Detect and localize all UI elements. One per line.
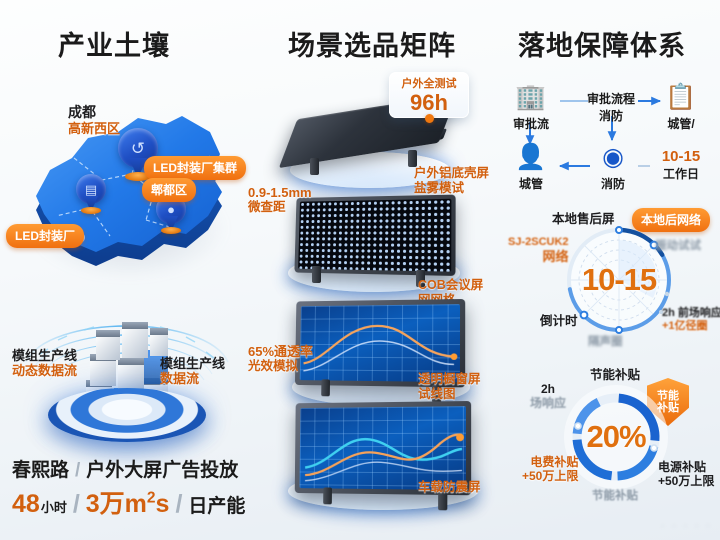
map-badge-led-cluster[interactable]: LED封装厂集群 — [144, 156, 247, 185]
stat-capacity: 日产能 — [188, 496, 246, 517]
watermark: · · · · · — [660, 518, 712, 532]
stat-hours-value: 48 — [12, 490, 40, 518]
gauge1-label-response: 2h 前场响应 +1亿径圈 — [662, 307, 720, 332]
pin-base — [161, 227, 181, 234]
screen-cob-fine-pitch-led[interactable] — [290, 194, 456, 287]
clipboard-check-icon: 📋 — [665, 82, 697, 111]
panel3-display — [299, 304, 461, 383]
screen-outdoor-aluminium-module[interactable] — [278, 93, 458, 175]
panel1-label: 户外铝底壳屏 盐雾模试 — [414, 166, 490, 195]
podium-label-right: 模组生产线 数据流 — [160, 356, 226, 387]
flow-node-urban-admin[interactable]: 📋 城管/ — [658, 80, 704, 132]
pin-base — [125, 172, 151, 181]
gauge2-value: 20% — [586, 419, 646, 454]
stat-separator-2: / — [72, 490, 80, 518]
panel4-leg — [438, 492, 448, 511]
gauge2-label-power-subsidy: 电源补贴 +50万上限 — [658, 460, 715, 489]
page-title-right: 落地保障体系 — [518, 31, 686, 61]
location-pin-icon: ↺ — [130, 138, 146, 158]
module-line-podium: 模组生产线 动态数据流 模组生产线 数据流 — [8, 300, 244, 462]
flow-arrows — [525, 96, 662, 171]
panel4-display — [299, 406, 466, 491]
gauge2-label-bottom: 节能补贴 — [592, 490, 638, 502]
stat-location: 春熙路 — [12, 460, 70, 481]
podium-disc — [48, 388, 206, 442]
gauge1-label-countdown: 倒计时 — [540, 314, 578, 328]
stat-hours-unit: 小时 — [40, 500, 67, 515]
card-anchor-dot — [425, 114, 434, 123]
gauge1-value: 10-15 — [581, 262, 657, 297]
gauge2-label-electric-subsidy: 电费补贴 +50万上限 — [522, 455, 579, 484]
page-title-left: 产业土壤 — [58, 31, 170, 61]
map-badge-led-factory[interactable]: LED封装厂 — [6, 224, 85, 248]
map-shape — [14, 96, 240, 296]
gauge1-title: 本地售后屏 — [552, 212, 615, 226]
gauge1-rings — [566, 226, 672, 334]
fire-safety-icon: ◉ — [602, 142, 624, 171]
stat-separator: / — [75, 460, 81, 481]
panel1-leg — [408, 150, 417, 167]
factory-pin-icon: ▤ — [84, 181, 98, 197]
panel3-spec-label: 65%通透率 光效模拟 — [248, 344, 314, 374]
outdoor-test-callout-card[interactable]: 户外全测试 96h — [389, 72, 469, 123]
page-title-middle: 场景选品矩阵 — [288, 31, 456, 61]
gauge1-label-left: SJ-2SCUK2 网络 — [508, 236, 569, 264]
left-stats-block: 春熙路 / 户外大屏广告投放 48 小时 / 3万m2s / 日产能 — [12, 455, 245, 520]
approval-flow-diagram: 🏢 审批流 📋 城管/ 👤 城管 ◉ 消防 审批流程 消防 10-15 工作日 — [508, 78, 714, 192]
gauge2-rings — [564, 385, 668, 489]
map-marker-led-factory[interactable]: ▤ — [76, 174, 106, 214]
chengdu-3d-map: 成都 高新西区 ↺ ▤ ● LED封装厂集群 LED封装厂 郫都区 — [6, 96, 247, 296]
panel2-led-grid — [298, 198, 452, 272]
panel2-leg — [312, 266, 321, 283]
panel1-leg — [310, 158, 319, 175]
panel2-spec-label: 0.9-1.5mm 微查距 — [248, 185, 312, 215]
flow-mid-label: 审批流程 消防 — [586, 92, 635, 123]
flow-node-fire-safety[interactable]: ◉ 消防 — [592, 140, 634, 192]
panel4-label: 车载防震屏 — [418, 480, 481, 494]
card-96h-value: 96h — [410, 90, 448, 115]
flow-node-approval[interactable]: 🏢 审批流 — [510, 80, 552, 132]
gauge-local-service-network[interactable]: 10-15 — [563, 224, 675, 336]
panel2-frame — [294, 194, 456, 276]
map-badge-pidu-district[interactable]: 郫都区 — [142, 178, 197, 202]
gauge2-title: 节能补贴 — [590, 368, 641, 382]
district-pin-icon: ● — [167, 201, 175, 217]
gauge1-label-bottom: 隔声圈 — [588, 336, 623, 348]
panel4-leg — [323, 487, 332, 505]
panel3-leg — [321, 379, 331, 397]
panel4-chart-curve — [300, 406, 466, 490]
panel2-leg — [416, 270, 425, 287]
building-approval-icon: 🏢 — [515, 82, 547, 111]
stat-area-value: 3万m2s — [85, 489, 170, 518]
panel3-chart-curve — [300, 304, 460, 382]
pin-base — [81, 207, 101, 214]
map-city-label: 成都 高新西区 — [68, 104, 121, 136]
panel3-label: 透明橱窗屏 试线图 — [418, 372, 481, 401]
stat-scenario: 户外大屏广告投放 — [86, 460, 239, 481]
flow-duration-label: 10-15 工作日 — [661, 148, 701, 181]
gauge2-label-response: 2h 场响应 — [530, 382, 567, 411]
badge-line-1: 节能 — [657, 389, 679, 402]
officer-icon: 👤 — [515, 142, 547, 171]
podium-label-left: 模组生产线 动态数据流 — [12, 348, 78, 379]
flow-node-officer[interactable]: 👤 城管 — [510, 140, 552, 192]
gauge-energy-subsidy[interactable]: 20% — [561, 382, 671, 492]
gauge1-badge[interactable]: 本地后网络 — [632, 208, 711, 232]
gauge1-label-vibration: 振动试试 — [655, 240, 701, 252]
stat-separator-3: / — [175, 490, 183, 518]
badge-line-2: 补贴 — [657, 402, 679, 414]
card-96h-title: 户外全测试 — [401, 78, 457, 90]
